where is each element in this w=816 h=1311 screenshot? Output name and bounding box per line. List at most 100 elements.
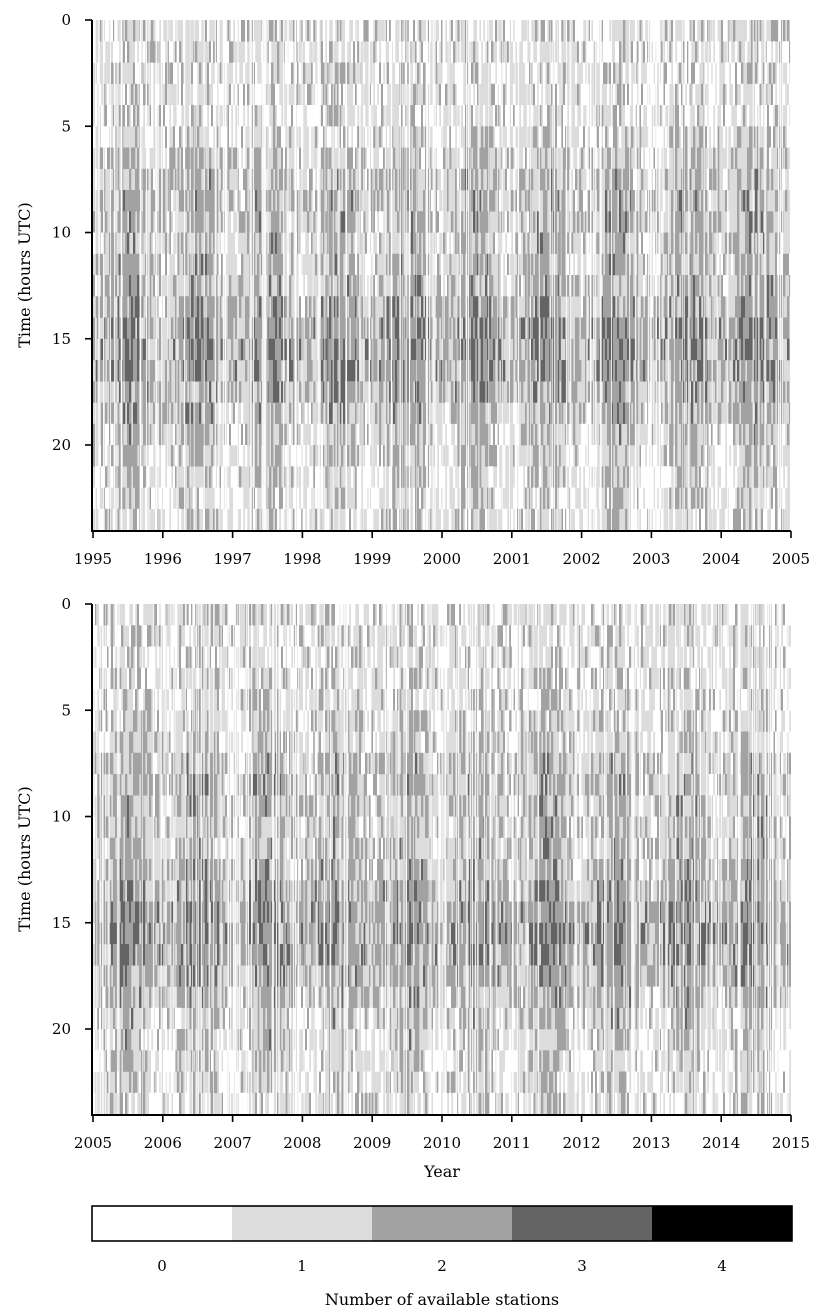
heatmap-cell bbox=[763, 508, 766, 530]
heatmap-cell bbox=[605, 190, 608, 212]
heatmap-cell bbox=[609, 402, 612, 425]
heatmap-cell bbox=[547, 232, 550, 255]
heatmap-cell bbox=[259, 466, 262, 488]
heatmap-cell bbox=[339, 168, 342, 191]
heatmap-cell bbox=[645, 211, 648, 233]
heatmap-cell bbox=[759, 211, 762, 233]
heatmap-cell bbox=[229, 105, 232, 127]
heatmap-cell bbox=[717, 83, 720, 106]
heatmap-cell bbox=[713, 253, 716, 276]
heatmap-cell bbox=[113, 253, 116, 276]
heatmap-cell bbox=[717, 147, 720, 170]
heatmap-cell bbox=[455, 487, 458, 510]
x-tick-label: 2003 bbox=[632, 550, 670, 568]
heatmap-cell bbox=[101, 105, 104, 127]
heatmap-cell bbox=[489, 360, 492, 382]
heatmap-cell bbox=[321, 466, 324, 488]
heatmap-cell bbox=[105, 965, 108, 987]
heatmap-cell bbox=[491, 190, 494, 212]
heatmap-cell bbox=[483, 211, 486, 233]
heatmap-cell bbox=[527, 360, 530, 382]
heatmap-cell bbox=[529, 423, 532, 446]
heatmap-cell bbox=[107, 731, 110, 754]
heatmap-cell bbox=[737, 275, 740, 297]
heatmap-cell bbox=[745, 190, 748, 212]
heatmap-cell bbox=[259, 445, 262, 467]
heatmap-cell bbox=[93, 317, 96, 340]
heatmap-cell bbox=[195, 253, 198, 276]
heatmap-cell bbox=[321, 41, 324, 63]
heatmap-cell bbox=[235, 232, 238, 255]
heatmap-cell bbox=[593, 445, 596, 467]
heatmap-cell bbox=[177, 147, 180, 170]
heatmap-cell bbox=[125, 338, 128, 361]
heatmap-cell bbox=[339, 126, 342, 148]
heatmap-cell bbox=[785, 41, 788, 63]
heatmap-cell bbox=[393, 147, 396, 170]
heatmap-cell bbox=[291, 338, 294, 361]
heatmap-cell bbox=[325, 317, 328, 340]
heatmap-cell bbox=[187, 147, 190, 170]
heatmap-cell bbox=[373, 296, 376, 318]
heatmap-cell bbox=[443, 381, 446, 403]
heatmap-cell bbox=[545, 275, 548, 297]
heatmap-cell bbox=[507, 275, 510, 297]
heatmap-cell bbox=[191, 360, 194, 382]
heatmap-cell bbox=[421, 360, 424, 382]
heatmap-cell bbox=[665, 275, 668, 297]
heatmap-cell bbox=[395, 402, 398, 425]
heatmap-cell bbox=[477, 381, 480, 403]
heatmap-cell bbox=[759, 147, 762, 170]
heatmap-cell bbox=[323, 83, 326, 106]
heatmap-cell bbox=[253, 317, 256, 340]
heatmap-cell bbox=[615, 147, 618, 170]
heatmap-cell bbox=[593, 62, 596, 85]
heatmap-cell bbox=[511, 317, 514, 340]
heatmap-cell bbox=[239, 147, 242, 170]
heatmap-cell bbox=[107, 986, 110, 1009]
heatmap-cell bbox=[181, 402, 184, 425]
heatmap-cell bbox=[743, 508, 746, 530]
heatmap-cell bbox=[699, 466, 702, 488]
heatmap-cell bbox=[709, 232, 712, 255]
heatmap-cell bbox=[751, 126, 754, 148]
heatmap-cell bbox=[733, 338, 736, 361]
heatmap-cell bbox=[313, 317, 316, 340]
heatmap-cell bbox=[135, 296, 138, 318]
heatmap-cell bbox=[755, 402, 758, 425]
heatmap-cell bbox=[783, 423, 786, 446]
heatmap-cell bbox=[639, 487, 642, 510]
heatmap-cell bbox=[349, 253, 352, 276]
heatmap-cell bbox=[371, 232, 374, 255]
heatmap-cell bbox=[775, 190, 778, 212]
heatmap-cell bbox=[349, 360, 352, 382]
heatmap-cell bbox=[681, 317, 684, 340]
heatmap-cell bbox=[407, 211, 410, 233]
heatmap-cell bbox=[211, 105, 214, 127]
heatmap-cell bbox=[613, 508, 616, 530]
heatmap-cell bbox=[507, 232, 510, 255]
heatmap-cell bbox=[645, 147, 648, 170]
heatmap-cell bbox=[439, 211, 442, 233]
heatmap-cell bbox=[275, 211, 278, 233]
heatmap-cell bbox=[525, 296, 528, 318]
heatmap-cell bbox=[741, 317, 744, 340]
heatmap-cell bbox=[271, 62, 274, 85]
heatmap-cell bbox=[593, 487, 596, 510]
heatmap-cell bbox=[323, 381, 326, 403]
heatmap-cell bbox=[179, 105, 182, 127]
heatmap-cell bbox=[375, 487, 378, 510]
heatmap-cell bbox=[749, 126, 752, 148]
heatmap-cell bbox=[557, 126, 560, 148]
heatmap-cell bbox=[129, 275, 132, 297]
heatmap-cell bbox=[207, 296, 210, 318]
heatmap-cell bbox=[621, 232, 624, 255]
heatmap-cell bbox=[643, 317, 646, 340]
heatmap-cell bbox=[787, 20, 790, 42]
heatmap-cell bbox=[663, 62, 666, 85]
heatmap-cell bbox=[333, 381, 336, 403]
heatmap-cell bbox=[721, 381, 724, 403]
heatmap-cell bbox=[593, 360, 596, 382]
heatmap-cell bbox=[453, 83, 456, 106]
heatmap-cell bbox=[125, 83, 128, 106]
